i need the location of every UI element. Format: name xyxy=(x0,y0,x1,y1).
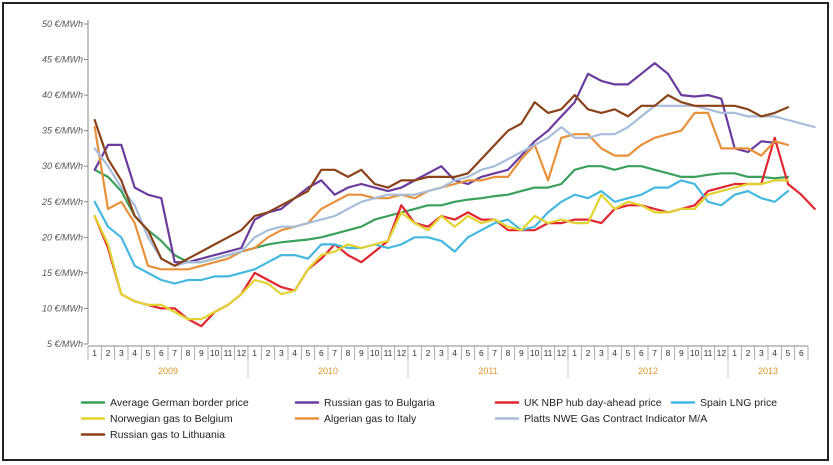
year-label: 2010 xyxy=(318,366,338,376)
y-axis: 5 €/MWh 10 €/MWh 15 €/MWh 20 €/MWh 25 €/MWh 3… xyxy=(41,19,89,349)
x-month-label: 1 xyxy=(252,348,257,358)
x-month-label: 11 xyxy=(224,348,233,358)
x-month-label: 8 xyxy=(186,348,191,358)
legend-label: Algerian gas to Italy xyxy=(324,413,417,425)
x-month-label: 3 xyxy=(279,348,284,358)
year-label: 2013 xyxy=(758,366,778,376)
x-month-label: 6 xyxy=(799,348,804,358)
x-month-label: 4 xyxy=(772,348,777,358)
x-month-label: 7 xyxy=(172,348,177,358)
x-month-label: 4 xyxy=(452,348,457,358)
x-month-label: 6 xyxy=(479,348,484,358)
y-tick-label: 5 €/MWh xyxy=(47,339,83,349)
x-month-label: 7 xyxy=(652,348,657,358)
year-label: 2009 xyxy=(158,366,178,376)
y-tick-label: 45 €/MWh xyxy=(42,55,83,65)
x-month-label: 3 xyxy=(599,348,604,358)
x-month-label: 11 xyxy=(544,348,553,358)
x-month-label: 10 xyxy=(370,348,380,358)
legend-label: Russian gas to Bulgaria xyxy=(324,397,435,409)
x-month-label: 9 xyxy=(199,348,204,358)
x-month-label: 10 xyxy=(210,348,220,358)
legend-label: Norwegian gas to Belgium xyxy=(110,413,233,425)
x-month-label: 5 xyxy=(626,348,631,358)
series-line-algerian-gas-to-italy xyxy=(93,111,790,271)
x-month-label: 12 xyxy=(237,348,247,358)
y-tick-label: 50 €/MWh xyxy=(42,19,83,29)
year-label: 2011 xyxy=(478,366,497,376)
x-month-label: 2 xyxy=(746,348,751,358)
x-month-label: 12 xyxy=(557,348,567,358)
y-tick-label: 25 €/MWh xyxy=(41,197,83,207)
x-month-label: 8 xyxy=(346,348,351,358)
x-month-label: 2 xyxy=(106,348,111,358)
x-month-label: 5 xyxy=(306,348,311,358)
x-month-label: 8 xyxy=(666,348,671,358)
legend-label: Russian gas to Lithuania xyxy=(110,429,225,441)
gas-price-line-chart: 5 €/MWh 10 €/MWh 15 €/MWh 20 €/MWh 25 €/MWh 3… xyxy=(41,19,816,441)
x-month-label: 1 xyxy=(412,348,417,358)
series-line-spain-lng-price xyxy=(93,179,790,285)
x-month-label: 6 xyxy=(639,348,644,358)
legend-label: Platts NWE Gas Contract Indicator M/A xyxy=(524,413,707,425)
x-month-label: 5 xyxy=(466,348,471,358)
x-month-label: 1 xyxy=(732,348,737,358)
y-tick-label: 35 €/MWh xyxy=(42,126,83,136)
y-tick-label: 30 €/MWh xyxy=(42,161,83,171)
x-month-label: 7 xyxy=(332,348,337,358)
year-label: 2012 xyxy=(638,366,658,376)
x-month-label: 6 xyxy=(319,348,324,358)
x-month-label: 2 xyxy=(426,348,431,358)
x-month-label: 10 xyxy=(690,348,700,358)
x-month-label: 11 xyxy=(704,348,713,358)
series-line-platts-nwe-gas-contract-indicator-m-a xyxy=(93,104,816,267)
x-axis: 1 2 3 4 5 6 7 8 9 10 11 12 1 2 3 4 5 6 7 8 9 10 11 12 1 2 3 4 5 6 7 8 9 1… xyxy=(87,345,809,378)
x-month-label: 10 xyxy=(530,348,540,358)
y-tick-label: 40 €/MWh xyxy=(42,90,83,100)
x-month-label: 6 xyxy=(159,348,164,358)
x-month-label: 2 xyxy=(586,348,591,358)
series-lines xyxy=(93,62,816,328)
x-month-label: 9 xyxy=(359,348,364,358)
y-tick-label: 15 €/MWh xyxy=(42,268,83,278)
series-line-russian-gas-to-bulgaria xyxy=(93,62,776,264)
y-tick-label: 20 €/MWh xyxy=(41,232,83,242)
legend-label: Spain LNG price xyxy=(700,397,777,409)
series-line-norwegian-gas-to-belgium xyxy=(93,179,790,321)
x-month-label: 12 xyxy=(717,348,727,358)
x-month-label: 7 xyxy=(492,348,497,358)
x-month-label: 4 xyxy=(132,348,137,358)
x-month-label: 5 xyxy=(786,348,791,358)
x-month-label: 9 xyxy=(679,348,684,358)
x-month-label: 8 xyxy=(506,348,511,358)
series-line-uk-nbp-hub-day-ahead-price xyxy=(93,136,816,328)
x-month-label: 12 xyxy=(397,348,407,358)
legend-label: Average German border price xyxy=(110,397,249,409)
x-month-label: 9 xyxy=(519,348,524,358)
legend: Average German border price Russian gas t… xyxy=(80,397,777,441)
x-month-label: 3 xyxy=(119,348,124,358)
x-month-label: 4 xyxy=(612,348,617,358)
x-month-label: 5 xyxy=(146,348,151,358)
x-month-label: 3 xyxy=(439,348,444,358)
x-month-label: 11 xyxy=(384,348,393,358)
series-line-russian-gas-to-lithuania xyxy=(93,94,790,267)
x-month-label: 2 xyxy=(266,348,271,358)
legend-label: UK NBP hub day-ahead price xyxy=(524,397,662,409)
chart-frame: 5 €/MWh 10 €/MWh 15 €/MWh 20 €/MWh 25 €/MWh 3… xyxy=(2,2,829,461)
y-tick-label: 10 €/MWh xyxy=(42,303,83,313)
x-month-label: 1 xyxy=(92,348,97,358)
x-month-label: 4 xyxy=(292,348,297,358)
x-month-label: 3 xyxy=(759,348,764,358)
x-month-label: 1 xyxy=(572,348,577,358)
